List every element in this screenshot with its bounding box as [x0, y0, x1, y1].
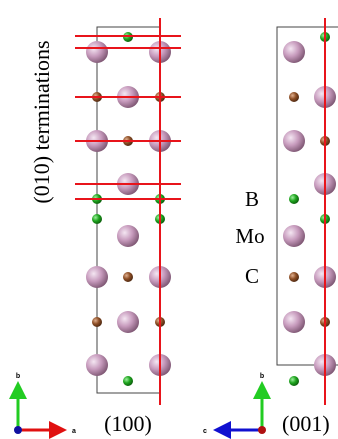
axis-label: a — [72, 428, 76, 435]
axis-triad: b a — [14, 373, 76, 435]
atom — [86, 41, 108, 63]
atom — [123, 272, 133, 282]
atom — [289, 92, 299, 102]
legend-label: Mo — [235, 224, 264, 248]
atom — [117, 311, 139, 333]
atom — [289, 194, 299, 204]
atom — [117, 225, 139, 247]
atom — [86, 266, 108, 288]
atom — [92, 317, 102, 327]
legend-label: B — [245, 187, 259, 211]
atom — [283, 225, 305, 247]
atom — [289, 376, 299, 386]
axis-label: b — [260, 373, 264, 380]
panel-001 — [277, 18, 338, 405]
atom — [92, 214, 102, 224]
axis-label: c — [203, 428, 207, 435]
panel-label: (100) — [104, 411, 152, 436]
legend-label: C — [245, 264, 259, 288]
panel-100 — [75, 18, 181, 405]
page: (010) terminations B Mo C b a (100) — [0, 0, 338, 439]
axis-label: b — [16, 373, 20, 380]
atom — [283, 41, 305, 63]
side-label: (010) terminations — [29, 40, 54, 203]
atom — [86, 354, 108, 376]
atom — [123, 376, 133, 386]
figure: (010) terminations B Mo C b a (100) — [0, 0, 338, 439]
atom — [283, 130, 305, 152]
atom — [283, 311, 305, 333]
panel-label: (001) — [282, 411, 330, 436]
axis-triad: b c — [203, 373, 266, 435]
atom — [289, 272, 299, 282]
